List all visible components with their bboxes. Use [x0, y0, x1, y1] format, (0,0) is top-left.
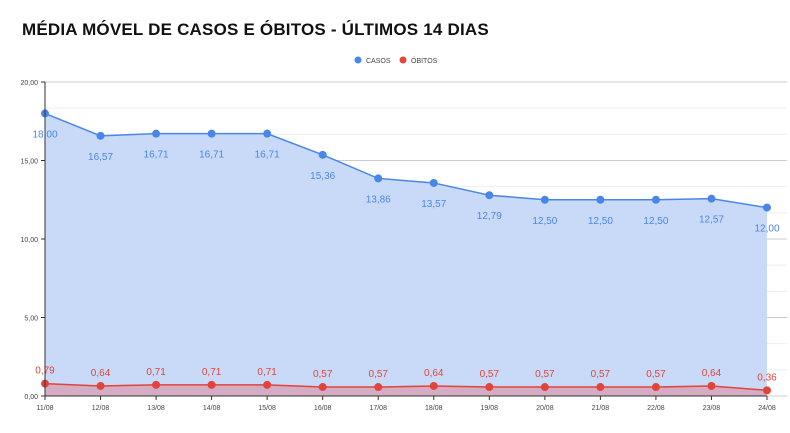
- x-tick-label: 20/08: [536, 405, 554, 412]
- data-label: 12,00: [754, 224, 779, 235]
- x-tick-label: 16/08: [314, 405, 332, 412]
- data-point[interactable]: [96, 131, 105, 140]
- data-point[interactable]: [263, 380, 272, 389]
- legend-label[interactable]: CASOS: [366, 58, 391, 65]
- data-label: 0,71: [257, 367, 277, 378]
- data-label: 16,57: [88, 152, 113, 163]
- y-tick-label: 20,00: [20, 80, 38, 87]
- data-label: 0,57: [535, 369, 555, 380]
- data-label: 0,57: [313, 369, 333, 380]
- data-label: 16,71: [199, 150, 224, 161]
- data-label: 16,71: [255, 150, 280, 161]
- x-tick-label: 11/08: [37, 405, 54, 412]
- data-point[interactable]: [207, 129, 216, 138]
- data-point[interactable]: [540, 195, 549, 204]
- data-point[interactable]: [318, 383, 327, 392]
- data-label: 12,50: [643, 216, 668, 227]
- data-point[interactable]: [540, 383, 549, 392]
- data-label: 12,79: [477, 211, 502, 222]
- data-point[interactable]: [596, 195, 605, 204]
- x-tick-label: 13/08: [147, 405, 165, 412]
- data-label: 0,71: [146, 367, 166, 378]
- data-label: 15,36: [310, 171, 335, 182]
- data-label: 0,64: [91, 368, 111, 379]
- data-point[interactable]: [152, 380, 161, 389]
- data-point[interactable]: [207, 380, 216, 389]
- data-label: 0,64: [424, 368, 444, 379]
- data-label: 12,50: [532, 216, 557, 227]
- y-tick-label: 5,00: [24, 316, 38, 323]
- data-point[interactable]: [374, 383, 383, 392]
- data-point[interactable]: [485, 191, 494, 200]
- data-label: 0,36: [757, 372, 777, 383]
- data-point[interactable]: [707, 381, 716, 390]
- data-point[interactable]: [485, 383, 494, 392]
- data-label: 0,57: [646, 369, 666, 380]
- data-label: 0,57: [480, 369, 500, 380]
- y-tick-label: 15,00: [20, 159, 38, 166]
- data-label: 12,57: [699, 215, 724, 226]
- data-point[interactable]: [763, 203, 771, 212]
- data-point[interactable]: [318, 150, 327, 159]
- x-tick-label: 19/08: [481, 405, 499, 412]
- x-tick-label: 22/08: [647, 405, 665, 412]
- data-point[interactable]: [429, 381, 438, 390]
- x-tick-label: 24/08: [758, 405, 776, 412]
- data-point[interactable]: [429, 178, 438, 187]
- data-point[interactable]: [596, 383, 605, 392]
- data-label: 16,71: [144, 150, 169, 161]
- chart-title: MÉDIA MÓVEL DE CASOS E ÓBITOS - ÚLTIMOS …: [22, 20, 489, 39]
- data-label: 13,57: [421, 199, 446, 210]
- x-tick-label: 21/08: [592, 405, 610, 412]
- x-tick-label: 18/08: [425, 405, 443, 412]
- data-point[interactable]: [651, 383, 660, 392]
- data-label: 12,50: [588, 216, 613, 227]
- data-point[interactable]: [707, 194, 716, 203]
- data-point[interactable]: [263, 129, 272, 138]
- data-point[interactable]: [651, 195, 660, 204]
- data-label: 0,57: [591, 369, 611, 380]
- data-label: 0,71: [202, 367, 222, 378]
- data-point[interactable]: [152, 129, 161, 138]
- data-label: 13,86: [366, 194, 391, 205]
- y-tick-label: 10,00: [20, 237, 38, 244]
- series-area-óbitos: [45, 383, 767, 396]
- y-tick-label: 0,00: [24, 394, 38, 401]
- series-line-casos: [44, 112, 768, 209]
- data-point[interactable]: [374, 174, 383, 183]
- series-line-óbitos: [44, 382, 768, 392]
- x-tick-label: 14/08: [203, 405, 221, 412]
- data-point[interactable]: [96, 381, 105, 390]
- legend-marker: [354, 56, 362, 64]
- legend-marker: [399, 56, 407, 64]
- series-area-casos: [45, 113, 767, 397]
- x-tick-label: 12/08: [92, 405, 110, 412]
- x-tick-label: 15/08: [258, 405, 276, 412]
- x-tick-label: 23/08: [703, 405, 721, 412]
- x-tick-label: 17/08: [369, 405, 387, 412]
- data-point[interactable]: [763, 386, 771, 395]
- data-label: 0,57: [368, 369, 388, 380]
- data-label: 0,64: [702, 368, 722, 379]
- legend-label[interactable]: ÓBITOS: [411, 56, 438, 65]
